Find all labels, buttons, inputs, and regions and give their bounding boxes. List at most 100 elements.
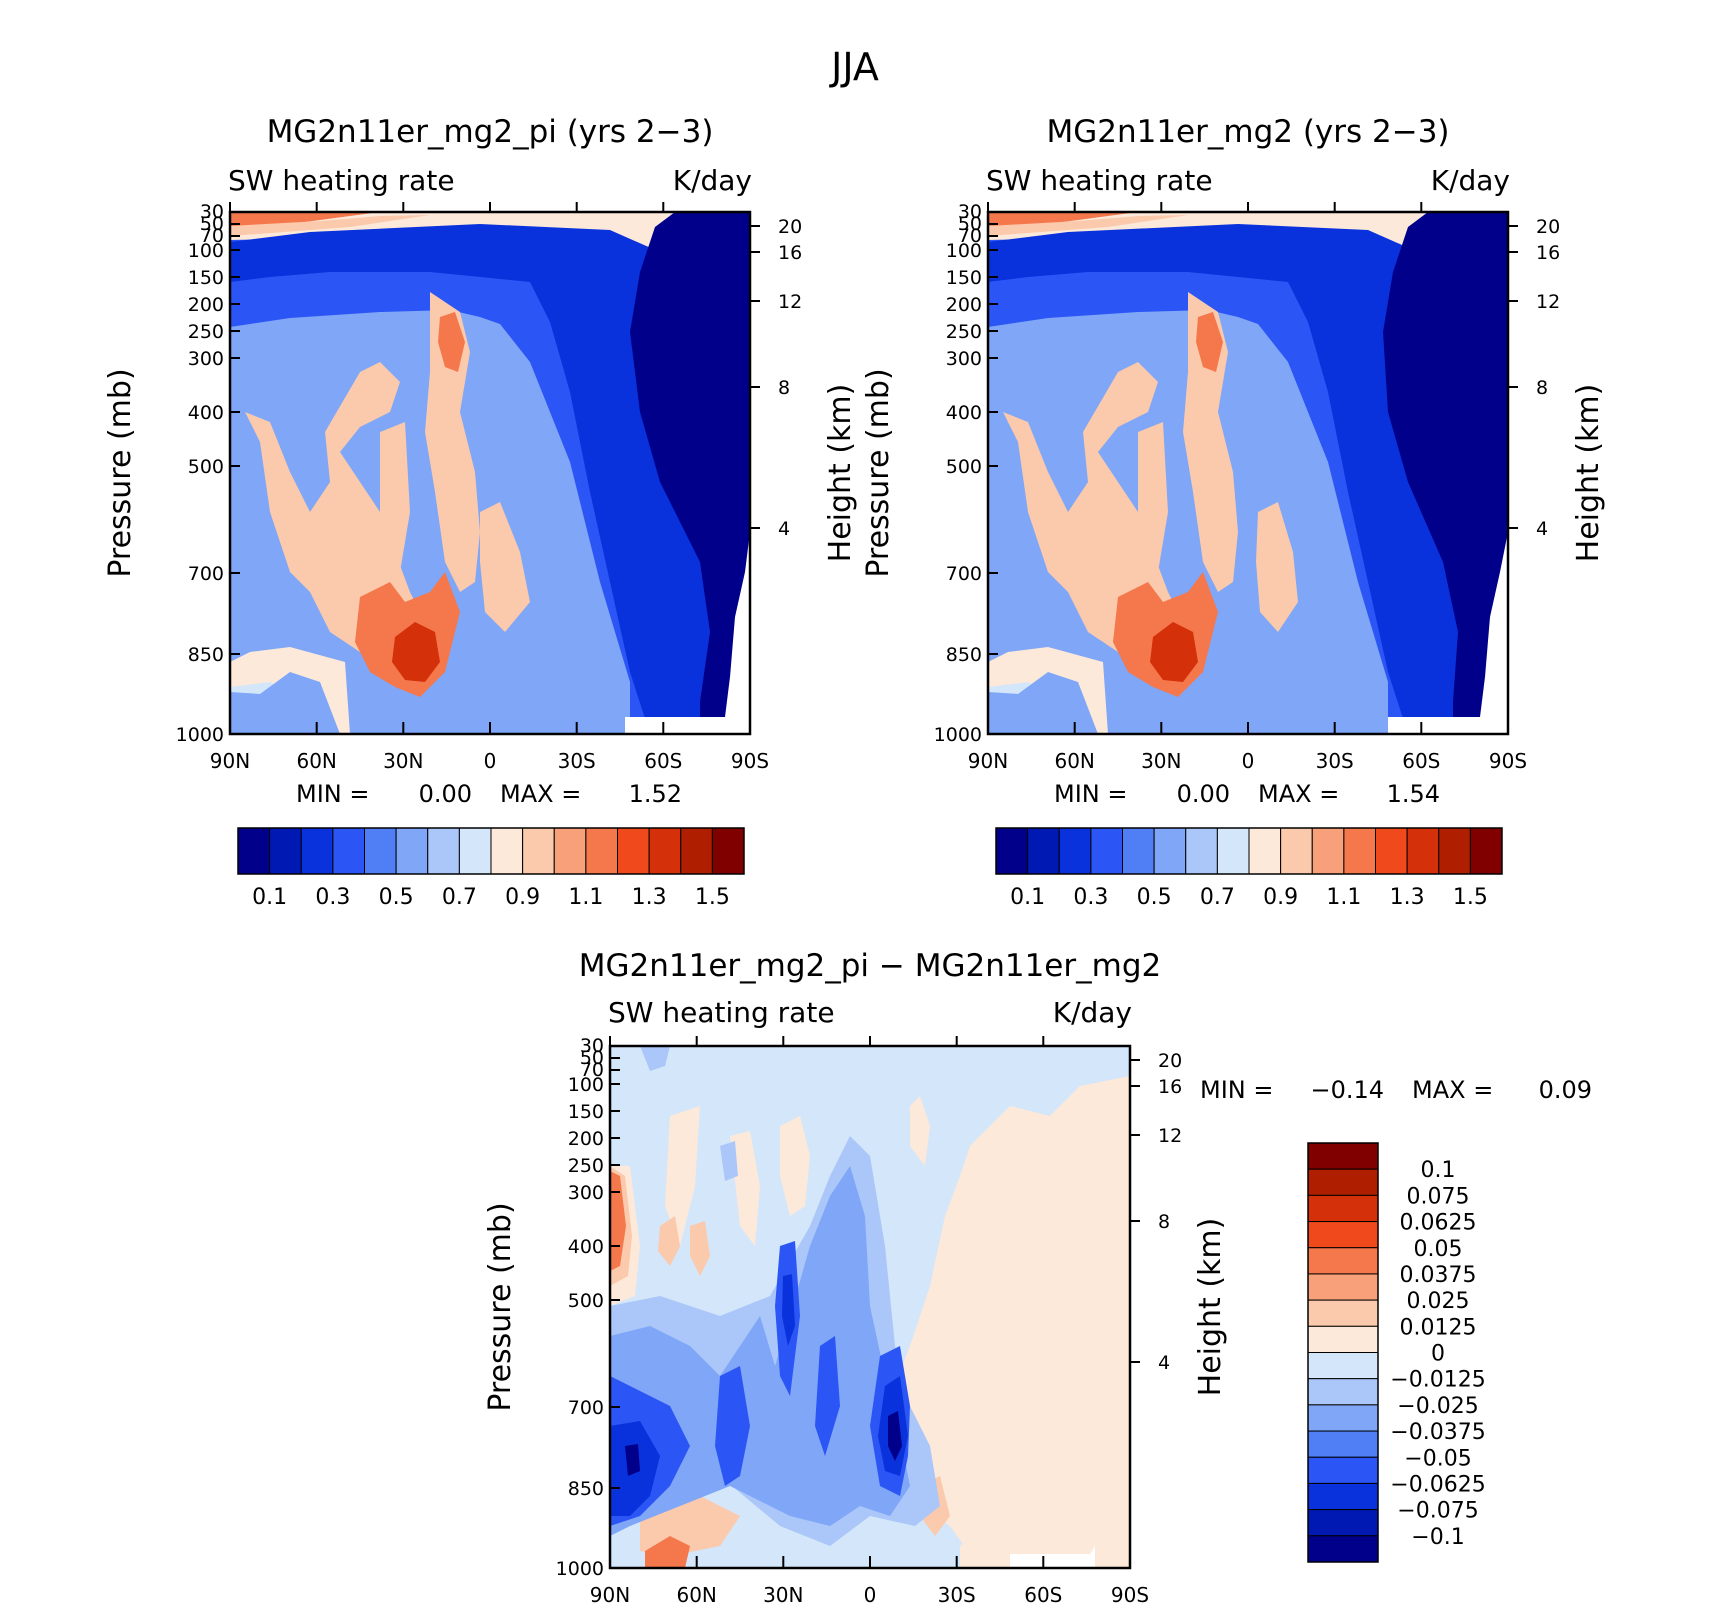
height-tick-labels: 20 16 12 8 4 — [1536, 216, 1560, 540]
x-tick-label: 60N — [1054, 749, 1094, 773]
contour-red — [1150, 622, 1198, 682]
colorbar-label: −0.0625 — [1390, 1472, 1485, 1497]
pressure-tick-label: 250 — [188, 321, 224, 343]
colorbar-label: 0.0125 — [1400, 1315, 1477, 1340]
colorbar-label: −0.075 — [1397, 1499, 1478, 1524]
pressure-tick-label: 850 — [568, 1478, 604, 1500]
contour-negative-dark — [610, 1274, 908, 1516]
x-tick-label: 90N — [968, 749, 1008, 773]
panel-3-colorbar: 0.10.0750.06250.050.03750.0250.01250−0.0… — [1307, 1142, 1486, 1563]
pressure-tick-label: 300 — [568, 1182, 604, 1204]
contour-dark-blue — [230, 224, 750, 734]
contour-positive-orange — [610, 1171, 690, 1568]
panel-1-plot: 90N 60N 30N 0 30S 60S 90S 30 50 70 100 1… — [103, 201, 858, 773]
pressure-tick-label: 30 — [580, 1035, 604, 1057]
colorbar-label: −0.0375 — [1390, 1420, 1485, 1445]
panel-2-plot: 90N 60N 30N 0 30S 60S 90S 30 50 70 100 1… — [861, 201, 1606, 773]
x-tick-label: 90S — [1489, 749, 1527, 773]
colorbar-swatch — [427, 827, 460, 875]
x-tick-label: 30S — [558, 749, 596, 773]
colorbar-label: 0.7 — [442, 885, 477, 910]
colorbar-swatch — [1307, 1456, 1379, 1484]
pressure-tick-labels: 30 50 70 100 150 200 250 300 400 500 700… — [176, 201, 224, 746]
colorbar-label: 0.1 — [252, 885, 287, 910]
contour-top-band-light — [988, 215, 1188, 236]
panel-2: MG2n11er_mg2 (yrs 2−3) SW heating rate K… — [861, 114, 1606, 910]
pressure-tick-label: 100 — [568, 1074, 604, 1096]
colorbar-label: 0.075 — [1407, 1184, 1470, 1209]
panel-2-units-label: K/day — [1431, 164, 1510, 197]
x-tick-label: 90S — [731, 749, 769, 773]
panel-2-title: MG2n11er_mg2 (yrs 2−3) — [1046, 114, 1449, 150]
colorbar-label: 0.3 — [315, 885, 350, 910]
contour-dark-blue — [988, 224, 1508, 734]
x-tick-label: 0 — [484, 749, 497, 773]
pressure-tick-label: 250 — [568, 1155, 604, 1177]
pressure-tick-label: 100 — [188, 240, 224, 262]
colorbar-swatch — [332, 827, 365, 875]
x-tick-label: 60N — [296, 749, 336, 773]
colorbar-swatch — [490, 827, 524, 875]
height-tick-label: 4 — [778, 518, 790, 540]
panel-1-units-label: K/day — [673, 164, 752, 197]
colorbar-swatch — [1307, 1142, 1379, 1170]
max-label: MAX = — [500, 780, 581, 808]
colorbar-swatch — [1307, 1194, 1379, 1223]
x-tick-label: 90N — [210, 749, 250, 773]
height-tick-label: 4 — [1536, 518, 1548, 540]
max-value: 0.09 — [1539, 1076, 1592, 1104]
pressure-tick-label: 500 — [568, 1290, 604, 1312]
colorbar-swatch — [269, 827, 302, 875]
height-tick-label: 8 — [1158, 1211, 1170, 1233]
colorbar-swatch — [1307, 1247, 1379, 1275]
contour-orange — [1113, 312, 1223, 697]
colorbar-swatch — [300, 827, 334, 875]
pressure-tick-label: 50 — [200, 213, 224, 235]
colorbar-swatch — [553, 827, 587, 875]
x-tick-label: 60S — [644, 749, 682, 773]
colorbar-label: 0.9 — [505, 885, 540, 910]
colorbar-label: 1.1 — [568, 885, 603, 910]
colorbar-swatch — [1469, 827, 1503, 875]
pressure-tick-label: 50 — [958, 213, 982, 235]
colorbar-label: 0.7 — [1200, 885, 1235, 910]
pressure-tick-label: 150 — [946, 267, 982, 289]
colorbar-label: 1.5 — [1453, 885, 1488, 910]
pressure-tick-label: 200 — [946, 294, 982, 316]
pressure-tick-label: 400 — [188, 402, 224, 424]
colorbar-label: 0.3 — [1073, 885, 1108, 910]
pressure-tick-label: 250 — [946, 321, 982, 343]
pressure-tick-labels: 30 50 70 100 150 200 250 300 400 500 700… — [934, 201, 982, 746]
min-label: MIN = — [1054, 780, 1127, 808]
colorbar-frame — [995, 827, 1503, 875]
x-tick-label: 30S — [1316, 749, 1354, 773]
colorbar-label: 0.5 — [379, 885, 414, 910]
max-value: 1.54 — [1387, 780, 1440, 808]
y-axis-label: Pressure (mb) — [103, 368, 138, 577]
min-label: MIN = — [296, 780, 369, 808]
pressure-tick-label: 70 — [200, 225, 224, 247]
contour-navy — [630, 212, 750, 734]
colorbar-swatch — [1307, 1378, 1379, 1406]
height-tick-label: 16 — [1158, 1076, 1182, 1098]
contour-red — [392, 622, 440, 682]
colorbar-swatch — [1153, 827, 1187, 875]
colorbar-swatch — [1307, 1325, 1379, 1353]
y-ticks — [988, 211, 1518, 735]
contour-orange — [355, 312, 465, 697]
x-tick-label: 60S — [1024, 1583, 1062, 1607]
missing-data — [625, 532, 750, 734]
pressure-tick-label: 150 — [568, 1101, 604, 1123]
y2-axis-label: Height (km) — [1571, 384, 1606, 563]
height-tick-label: 16 — [1536, 242, 1560, 264]
min-value: 0.00 — [1177, 780, 1230, 808]
height-tick-label: 20 — [1536, 216, 1560, 238]
x-tick-labels: 90N 60N 30N 0 30S 60S 90S — [968, 749, 1527, 773]
panel-1-colorbar: 0.1 0.3 0.5 0.7 0.9 1.1 1.3 1.5 — [237, 827, 745, 910]
colorbar-label: 0.0625 — [1400, 1211, 1477, 1236]
contour-top-band-light — [230, 215, 430, 236]
panel-1-variable-label: SW heating rate — [228, 164, 455, 197]
pressure-tick-label: 1000 — [934, 724, 982, 746]
pressure-tick-label: 200 — [568, 1128, 604, 1150]
